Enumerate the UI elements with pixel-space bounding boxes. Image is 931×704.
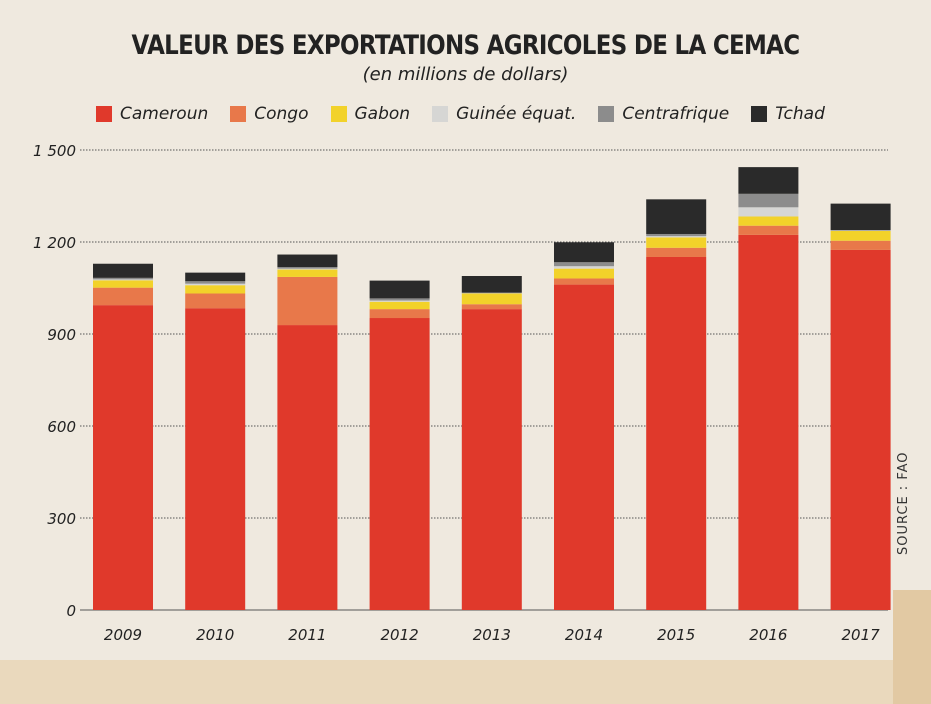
bar-segment-tchad [461,276,522,293]
legend-swatch [230,106,247,122]
bar-segment-tchad [646,199,707,234]
bar-segment-cameroun [554,284,614,610]
y-tick-label: 1 500 [33,142,76,160]
bar-segment-congo [461,304,522,310]
legend-label: Cameroun [120,104,209,124]
bar-segment-centrafrique [93,277,153,280]
bar-segment-cameroun [738,234,799,611]
bar-segment-guin-e-quat- [646,236,707,238]
bar-segment-tchad [93,263,153,278]
x-tick-label: 2011 [288,626,326,644]
bar-segment-guin-e-quat- [185,283,246,286]
bar-segment-congo [830,240,891,250]
bar-segment-guin-e-quat- [738,207,799,217]
y-tick-label: 0 [66,602,76,620]
bar-segment-congo [369,309,430,319]
y-tick-label: 300 [47,510,76,528]
bar-segment-guin-e-quat- [93,279,153,281]
bar-segment-centrafrique [738,193,799,208]
bar-segment-guin-e-quat- [277,268,338,270]
x-tick-label: 2012 [381,626,419,644]
x-tick-label: 2010 [196,626,234,644]
legend-label: Guinée équat. [456,104,577,124]
legend-label: Centrafrique [622,104,730,124]
legend-item: Gabon [330,104,411,124]
bar-segment-cameroun [461,309,522,610]
x-tick-label: 2013 [473,626,511,644]
x-tick-label: 2017 [842,626,881,644]
bar-segment-gabon [461,293,522,305]
legend-label: Tchad [775,104,825,124]
bar-segment-gabon [277,269,338,277]
y-tick-label: 600 [47,418,76,436]
bar-segment-gabon [185,285,246,294]
bar-segment-gabon [830,230,891,241]
bar-segment-congo [554,278,614,285]
chart-title: VALEUR DES EXPORTATIONS AGRICOLES DE LA … [131,30,801,61]
y-tick-label: 1 200 [33,234,76,252]
legend-label: Congo [254,104,309,124]
y-tick-label: 900 [47,326,76,344]
bar-segment-centrafrique [369,298,430,301]
bar-segment-tchad [369,280,430,299]
bar-segment-gabon [738,216,799,226]
bar-segment-tchad [185,272,246,282]
legend-label: Gabon [354,104,411,124]
page-background-block [893,590,931,704]
bar-segment-gabon [646,237,707,248]
legend-item: Centrafrique [598,104,729,124]
bar-segment-gabon [369,301,430,310]
bar-segment-congo [646,247,707,257]
legend-item: Guinée équat. [432,104,576,124]
bar-segment-tchad [738,167,799,194]
bar-segment-congo [277,276,338,326]
page-background-strip [0,660,931,704]
legend-item: Cameroun [96,104,208,124]
legend: Cameroun Congo Gabon Guinée équat. Centrafri… [96,104,847,124]
bar-segment-centrafrique [461,292,522,294]
x-tick-label: 2016 [749,626,787,644]
legend-item: Tchad [751,104,825,124]
bar-segment-cameroun [277,325,338,610]
legend-swatch [432,106,449,122]
legend-item: Congo [230,104,309,124]
x-tick-label: 2015 [657,626,695,644]
bar-segment-cameroun [185,308,246,610]
bar-segment-tchad [277,254,338,268]
legend-swatch [330,106,347,122]
bar-segment-guin-e-quat- [554,266,614,269]
bar-segment-gabon [554,268,614,279]
bar-segment-centrafrique [277,267,338,269]
bar-segment-centrafrique [554,262,614,267]
bar-segment-tchad [554,242,614,263]
x-tick-label: 2014 [565,626,603,644]
chart-subtitle: (en millions de dollars) [362,64,569,85]
bar-segment-congo [738,225,799,235]
legend-swatch [751,106,768,122]
x-tick-label: 2009 [104,626,142,644]
bar-segment-congo [93,287,153,306]
bar-segment-gabon [93,280,153,288]
bar-segment-centrafrique [185,281,246,284]
bar-segment-cameroun [93,305,153,610]
legend-swatch [96,106,112,122]
bar-segment-centrafrique [646,233,707,237]
bar-segment-cameroun [646,256,707,610]
bar-segment-cameroun [369,318,430,610]
bar-segment-guin-e-quat- [369,300,430,302]
legend-swatch [598,106,615,122]
bar-segment-centrafrique [830,229,891,231]
bar-segment-tchad [830,203,891,230]
bar-segment-congo [185,293,246,309]
bar-segment-cameroun [830,249,891,610]
